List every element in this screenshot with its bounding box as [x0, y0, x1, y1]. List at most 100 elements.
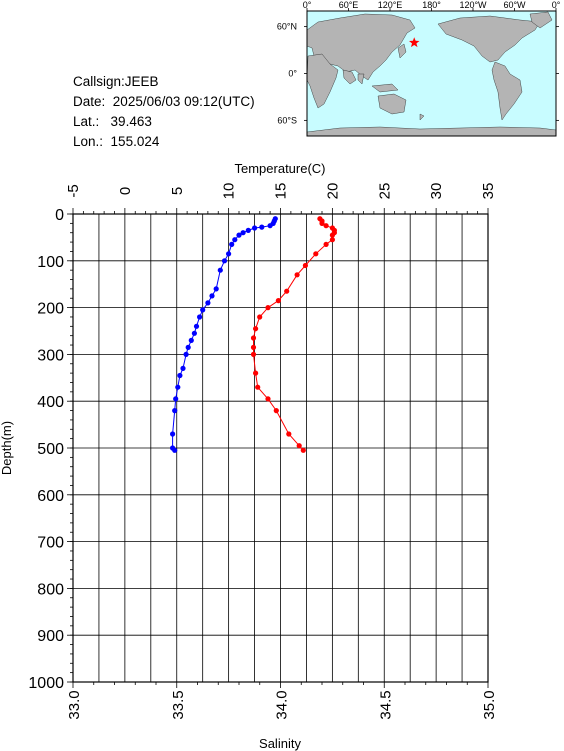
- depth-axis-label: Depth(m): [0, 421, 14, 475]
- temperature-tick-label: 30: [428, 183, 445, 200]
- salinity-point: [294, 272, 300, 278]
- temperature-point: [221, 258, 228, 264]
- salinity-tick-label: 33.0: [66, 690, 83, 719]
- salinity-point: [253, 326, 259, 332]
- salinity-axis: 33.0 33.5 34.0 34.5 35.0: [66, 682, 498, 720]
- world-map: 0° 60°E 120°E 180° 120°W 60°W 0° 60°N 0° 60°S: [277, 0, 561, 137]
- lat-label: Lat.:: [73, 114, 100, 129]
- salinity-point: [302, 262, 308, 269]
- temperature-point: [183, 351, 189, 357]
- temperature-point: [170, 431, 176, 437]
- temperature-tick-label: 0: [117, 187, 134, 195]
- station-star-icon: [409, 37, 420, 48]
- salinity-point: [300, 447, 306, 453]
- station-marker: [409, 37, 420, 48]
- callsign-value: JEEB: [124, 74, 159, 89]
- salinity-point: [250, 344, 257, 350]
- temperature-point: [217, 267, 223, 273]
- salinity-point: [296, 443, 302, 449]
- temperature-point: [185, 344, 191, 350]
- temperature-point: [267, 223, 273, 229]
- depth-axis: 0 100 200 300 400 500 600 700 800 900 1000: [28, 207, 73, 692]
- salinity-point: [250, 351, 257, 357]
- lat-row: Lat.: 39.463: [73, 112, 255, 132]
- salinity-point: [319, 220, 325, 226]
- temperature-point: [232, 237, 238, 243]
- callsign-label: Callsign:: [73, 74, 125, 89]
- temperature-tick-label: -5: [65, 184, 82, 197]
- map-lon-tick-label: 0°: [303, 0, 312, 10]
- map-lon-tick-label: 60°E: [339, 0, 359, 10]
- depth-tick-label: 900: [37, 628, 64, 645]
- lon-value: 155.024: [110, 134, 160, 149]
- depth-tick-label: 600: [37, 488, 64, 505]
- map-land: [306, 11, 557, 137]
- salinity-point: [323, 241, 329, 247]
- lon-label: Lon.:: [73, 134, 104, 149]
- date-row: Date: 2025/06/03 09:12(UTC): [73, 92, 255, 112]
- map-lon-tick-label: 60°W: [503, 0, 526, 10]
- salinity-point: [286, 431, 292, 437]
- salinity-point: [323, 223, 329, 229]
- map-lon-axis: 0° 60°E 120°E 180° 120°W 60°W 0°: [303, 0, 561, 11]
- temperature-point: [245, 227, 251, 233]
- depth-tick-label: 700: [37, 535, 64, 552]
- map-lat-tick-label: 0°: [288, 69, 297, 79]
- temperature-point: [259, 224, 265, 230]
- temperature-tick-label: 10: [221, 183, 238, 200]
- plot-frame: [72, 213, 489, 683]
- temperature-point: [191, 330, 197, 336]
- depth-tick-label: 1000: [28, 675, 64, 692]
- temperature-point: [252, 225, 258, 231]
- temperature-point: [229, 241, 235, 247]
- map-lon-tick-label: 180°: [422, 0, 441, 10]
- temperature-point: [240, 230, 246, 236]
- grid: [72, 213, 489, 683]
- temperature-point: [197, 314, 203, 320]
- temperature-point: [236, 232, 242, 238]
- temperature-point: [175, 384, 181, 390]
- depth-tick-label: 500: [37, 441, 64, 458]
- temperature-point: [180, 365, 186, 371]
- temperature-point: [172, 408, 178, 414]
- date-label: Date:: [73, 94, 106, 109]
- temperature-point: [200, 307, 206, 313]
- depth-tick-label: 300: [37, 347, 64, 364]
- temperature-tick-label: 25: [376, 183, 393, 200]
- salinity-axis-label: Salinity: [259, 736, 301, 751]
- salinity-point: [275, 298, 281, 304]
- station-info: Callsign:JEEB Date: 2025/06/03 09:12(UTC…: [73, 72, 255, 152]
- map-lat-axis: 60°N 0° 60°S: [277, 22, 559, 125]
- salinity-tick-label: 35.0: [481, 690, 498, 719]
- series-layer: [170, 216, 337, 453]
- temperature-profile-line: [172, 218, 276, 451]
- temperature-tick-label: 15: [273, 183, 290, 200]
- salinity-point: [284, 288, 290, 294]
- salinity-tick-label: 33.5: [170, 690, 187, 719]
- map-lat-tick-label: 60°S: [277, 115, 297, 125]
- temperature-point: [213, 286, 219, 292]
- salinity-point: [329, 232, 335, 238]
- temperature-axis-label: Temperature(C): [234, 161, 325, 176]
- salinity-point: [255, 384, 261, 390]
- temperature-tick-label: 20: [324, 183, 341, 200]
- profile-plot: -5 0 5 10 15 20 25 30 35 33.0 33.5 34.0 34.5 35.0 01…: [0, 161, 498, 751]
- depth-tick-label: 400: [37, 394, 64, 411]
- depth-tick-label: 200: [37, 301, 64, 318]
- salinity-point: [250, 335, 257, 341]
- date-value: 2025/06/03 09:12(UTC): [112, 94, 255, 109]
- depth-tick-label: 800: [37, 581, 64, 598]
- salinity-point: [313, 251, 319, 257]
- salinity-tick-label: 34.0: [274, 690, 291, 719]
- map-lon-tick-label: 120°E: [378, 0, 403, 10]
- callsign-row: Callsign:JEEB: [73, 72, 255, 92]
- temperature-point: [226, 251, 232, 257]
- temperature-point: [172, 447, 178, 453]
- lat-value: 39.463: [110, 114, 152, 129]
- temperature-point: [173, 396, 179, 402]
- temperature-axis: -5 0 5 10 15 20 25 30 35: [65, 183, 497, 214]
- map-lon-tick-label: 0°: [552, 0, 561, 10]
- salinity-point: [257, 314, 263, 320]
- map-lat-tick-label: 60°N: [277, 22, 297, 32]
